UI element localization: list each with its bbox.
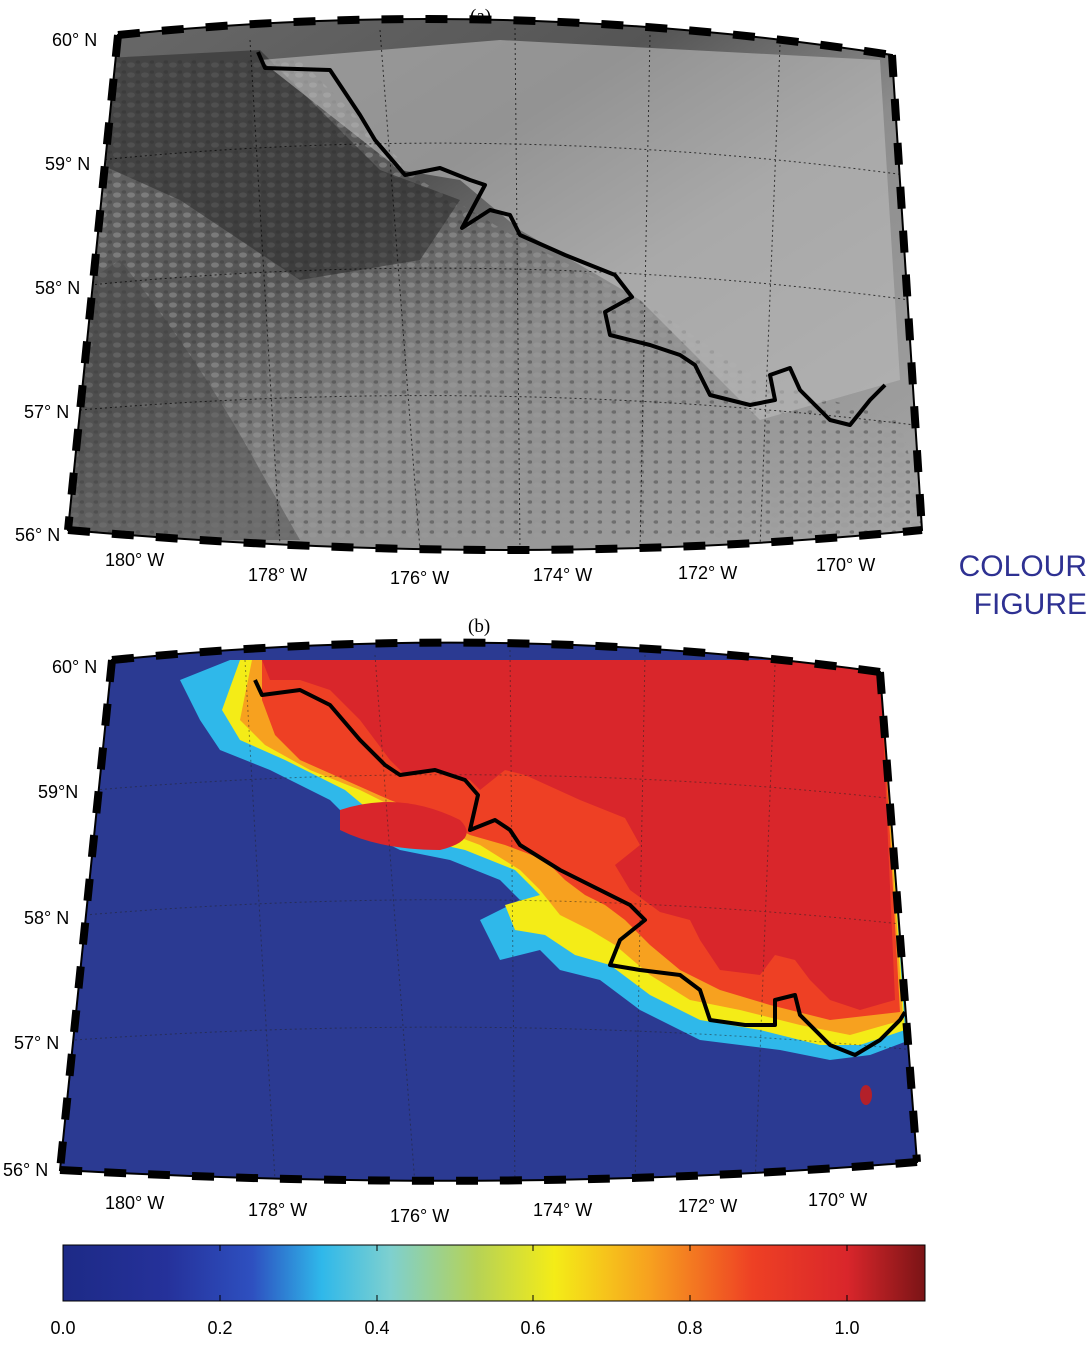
panel-b-label: (b) [468, 616, 491, 637]
panel-a-lon-label: 172° W [678, 563, 738, 583]
colorbar-tick-label: 0.2 [207, 1318, 233, 1338]
panel-a-lat-label: 60° N [52, 30, 98, 50]
colour-figure-stamp: COLOUR FIGURE [922, 548, 1087, 624]
panel-a-lon-label: 174° W [533, 565, 593, 585]
stamp-line-1: COLOUR [958, 550, 1087, 583]
colorbar [63, 1245, 925, 1301]
panel-b-lat-label: 57° N [14, 1033, 60, 1053]
panel-b-lat-label: 59°N [38, 782, 79, 802]
panel-b-lat-label: 56° N [3, 1160, 49, 1180]
panel-a-lon-label: 178° W [248, 565, 308, 585]
panel-b-lon-label: 180° W [105, 1193, 165, 1213]
panel-a-lon-label: 176° W [390, 568, 450, 588]
panel-b-lon-label: 176° W [390, 1206, 450, 1226]
panel-b-lat-label: 58° N [24, 908, 70, 928]
colorbar-tick-label: 1.0 [834, 1318, 860, 1338]
panel-a-lon-label: 170° W [816, 555, 876, 575]
panel-a-lat-label: 56° N [15, 525, 61, 545]
stamp-line-2: FIGURE [973, 588, 1087, 621]
panel-a-lat-label: 57° N [24, 402, 70, 422]
colorbar-tick-label: 0.8 [677, 1318, 703, 1338]
panel-b-lon-label: 178° W [248, 1200, 308, 1220]
panel-b-lon-label: 172° W [678, 1196, 738, 1216]
panel-a-lon-label: 180° W [105, 550, 165, 570]
panel-a-lat-label: 58° N [35, 278, 81, 298]
colorbar-tick-label: 0.4 [364, 1318, 390, 1338]
panel-a-lat-label: 59° N [45, 154, 91, 174]
colorbar-tick-label: 0.6 [520, 1318, 546, 1338]
panel-b-lon-label: 170° W [808, 1190, 868, 1210]
panel-b-lat-label: 60° N [52, 657, 98, 677]
panel-b-lon-label: 174° W [533, 1200, 593, 1220]
colorbar-tick-label: 0.0 [50, 1318, 76, 1338]
